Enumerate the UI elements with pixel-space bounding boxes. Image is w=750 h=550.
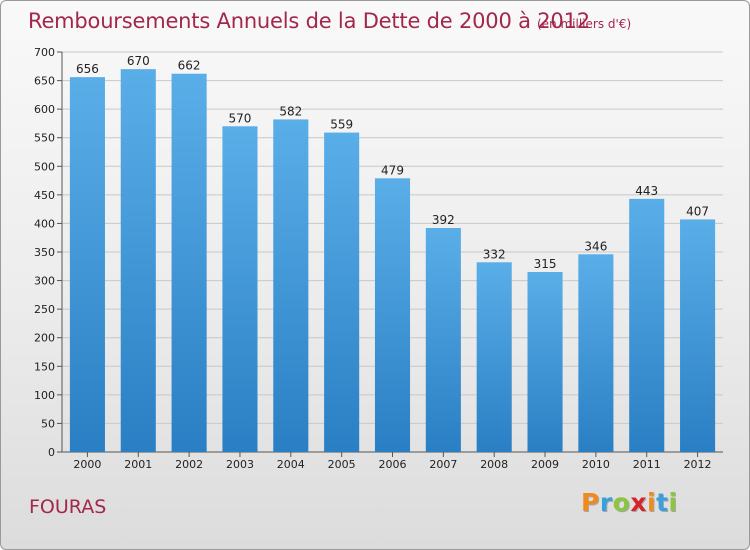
- data-label: 670: [127, 54, 150, 68]
- x-tick-label: 2006: [379, 458, 407, 471]
- bar: [629, 198, 665, 452]
- x-tick-label: 2008: [480, 458, 508, 471]
- chart-title: Remboursements Annuels de la Dette de 20…: [28, 9, 590, 33]
- bar: [425, 228, 461, 452]
- bar: [171, 73, 207, 452]
- chart-subtitle: (en milliers d'€): [537, 17, 632, 31]
- data-label: 479: [381, 163, 404, 177]
- x-tick-label: 2007: [429, 458, 457, 471]
- x-tick-label: 2000: [73, 458, 101, 471]
- y-tick-label: 0: [48, 446, 55, 459]
- y-tick-label: 550: [34, 132, 55, 145]
- bar: [69, 77, 105, 453]
- y-tick-label: 50: [41, 417, 55, 430]
- logo-letter: i: [668, 488, 678, 517]
- data-label: 662: [178, 59, 201, 73]
- y-tick-label: 600: [34, 103, 55, 116]
- y-tick-label: 400: [34, 217, 55, 230]
- commune-name: FOURAS: [29, 496, 107, 518]
- data-label: 443: [635, 184, 658, 198]
- logo-letter: o: [612, 488, 631, 517]
- x-tick-label: 2011: [633, 458, 661, 471]
- proxiti-logo: Proxiti: [581, 488, 678, 517]
- y-tick-label: 100: [34, 389, 55, 402]
- y-tick-label: 700: [34, 46, 55, 59]
- data-label: 559: [330, 118, 353, 132]
- logo-letter: r: [599, 488, 613, 517]
- y-tick-label: 150: [34, 360, 55, 373]
- logo-letter: P: [581, 488, 600, 517]
- bar: [578, 254, 614, 452]
- bar: [120, 69, 156, 453]
- x-tick-label: 2004: [277, 458, 305, 471]
- data-label: 582: [279, 104, 302, 118]
- x-tick-label: 2010: [582, 458, 610, 471]
- bar: [273, 119, 309, 452]
- y-tick-label: 650: [34, 75, 55, 88]
- logo-letter: i: [647, 488, 657, 517]
- y-tick-label: 350: [34, 246, 55, 259]
- x-tick-label: 2005: [328, 458, 356, 471]
- data-label: 332: [483, 247, 506, 261]
- x-tick-label: 2012: [684, 458, 712, 471]
- bar: [527, 272, 563, 452]
- x-tick-label: 2001: [124, 458, 152, 471]
- bar: [222, 126, 258, 453]
- data-label: 570: [229, 111, 252, 125]
- x-tick-label: 2002: [175, 458, 203, 471]
- labels: 0 50 100 150 200 250 300 350 400 450 500 550 600 650 7…: [34, 46, 712, 471]
- y-tick-label: 450: [34, 189, 55, 202]
- y-tick-label: 250: [34, 303, 55, 316]
- data-label: 407: [686, 204, 709, 218]
- y-tick-label: 200: [34, 332, 55, 345]
- x-tick-label: 2009: [531, 458, 559, 471]
- bar: [324, 132, 360, 453]
- bar: [374, 178, 411, 453]
- bars: [69, 69, 716, 453]
- data-label: 315: [534, 257, 557, 271]
- data-label: 346: [584, 239, 607, 253]
- data-label: 392: [432, 213, 455, 227]
- logo-letter: t: [656, 488, 669, 517]
- bar: [476, 262, 512, 452]
- logo-letter: x: [630, 488, 647, 517]
- y-tick-label: 500: [34, 160, 55, 173]
- data-label: 656: [76, 62, 99, 76]
- bar: [680, 219, 716, 452]
- x-tick-label: 2003: [226, 458, 254, 471]
- y-tick-label: 300: [34, 275, 55, 288]
